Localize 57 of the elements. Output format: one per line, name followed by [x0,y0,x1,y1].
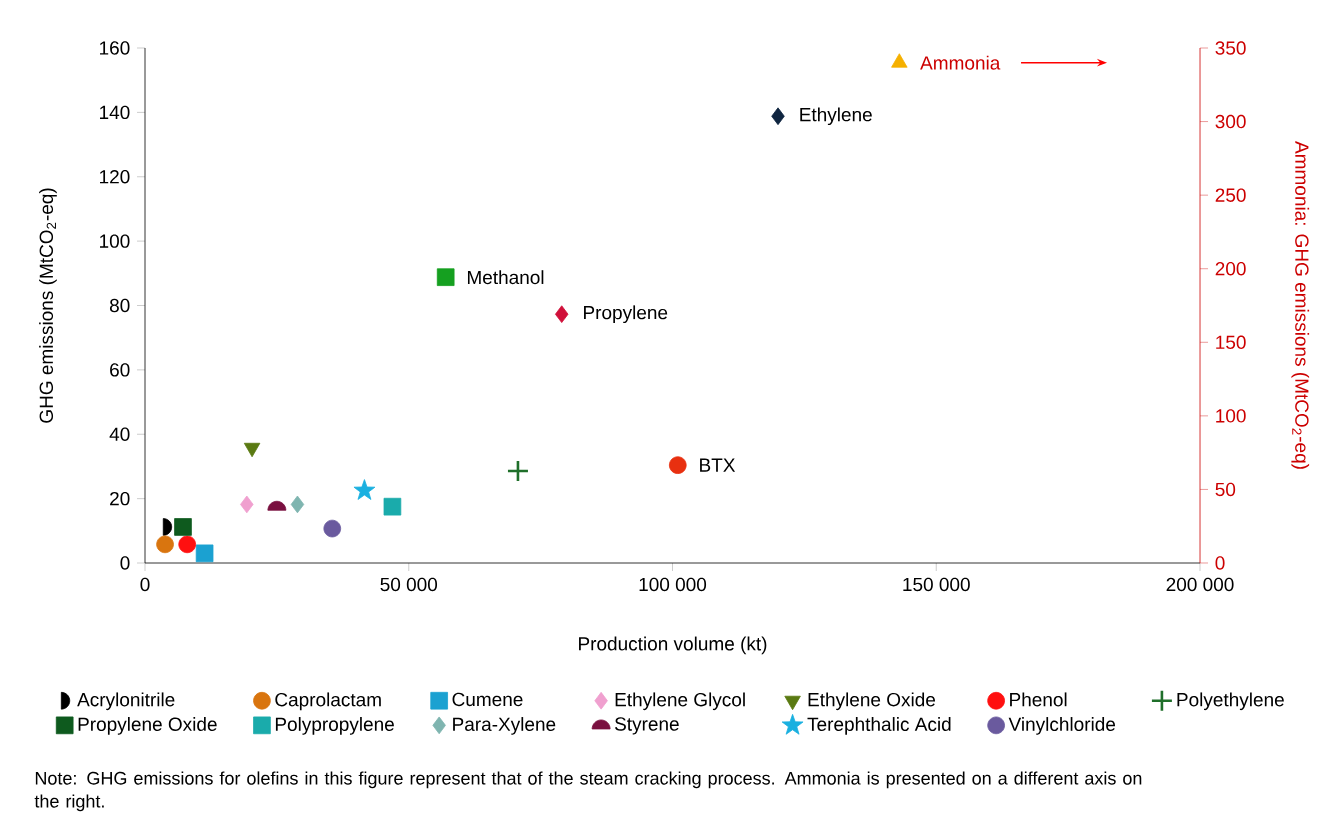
point [290,495,305,514]
point [436,268,455,286]
y2-tick-label: 350 [1215,41,1246,55]
annotation: BTX [700,458,736,472]
annotation: Ethylene [800,107,872,126]
y-tick-label: 100 [100,234,130,248]
y-tick-label: 160 [100,41,130,55]
x-axis-title: Production volume (kt) [579,636,767,655]
y-tick-label: 40 [109,427,130,441]
point [771,107,785,126]
y-tick-label: 60 [110,363,130,377]
point [668,456,687,474]
legend-label: Para-Xylene [453,717,556,735]
legend-label: Ethylene Oxide [808,692,936,711]
point [323,519,342,538]
y-tick-label: 120 [100,170,130,184]
y-tick-label: 80 [109,298,130,313]
series-label: Ammonia [920,55,1001,70]
point [156,535,174,554]
legend-label: Polyethylene [1177,692,1284,711]
y-tick-label: 0 [120,556,130,570]
legend-label: Caprolactam [275,692,381,711]
point [240,495,254,514]
y-tick-label: 20 [110,491,130,506]
legend-label: Vinylchloride [1008,717,1116,735]
point [195,544,214,563]
legend-label: Phenol [1010,692,1067,707]
text: Note: GHG emissions for olefins in this figure represent that of the steam cracking process. Ammonia is presented on a different axis on the right. [34,771,1142,812]
y2-tick-label: 250 [1215,188,1246,202]
annotation: Propylene [584,305,668,324]
annotation: Methanol [467,270,544,285]
legend-label: Propylene Oxide [78,717,217,735]
x-tick-label: 100 000 [639,577,707,592]
legend-label: Ethylene Glycol [615,692,745,711]
x-tick-label: 200 000 [1166,577,1234,592]
point [383,497,402,516]
point [555,305,569,323]
point [174,518,192,536]
y-tick-label: 140 [100,105,130,120]
x-tick-label: 150 000 [903,577,970,592]
y2-tick-label: 300 [1215,114,1246,129]
y2-tick-label: 150 [1216,335,1246,350]
y2-axis-title: Ammonia: GHG emissions (MtCO$_{2}$-eq) [1291,141,1310,469]
y2-tick-label: 0 [1215,556,1225,570]
y-axis-title: GHG emissions (MtCO$_{2}$-eq) [39,188,57,423]
legend-label: Polypropylene [275,717,394,735]
legend-label: Cumene [452,692,523,707]
legend-label: Terephthalic Acid [807,717,951,735]
x-tick-label: 50 000 [380,577,438,592]
y2-tick-label: 100 [1216,409,1246,423]
point [353,479,376,500]
legend-label: Styrene [615,717,679,735]
x-tick-label: 0 [140,577,150,592]
y2-tick-label: 50 [1215,482,1236,497]
legend-label: Acrylonitrile [77,692,175,711]
point [178,535,197,554]
y2-tick-label: 200 [1215,261,1246,276]
